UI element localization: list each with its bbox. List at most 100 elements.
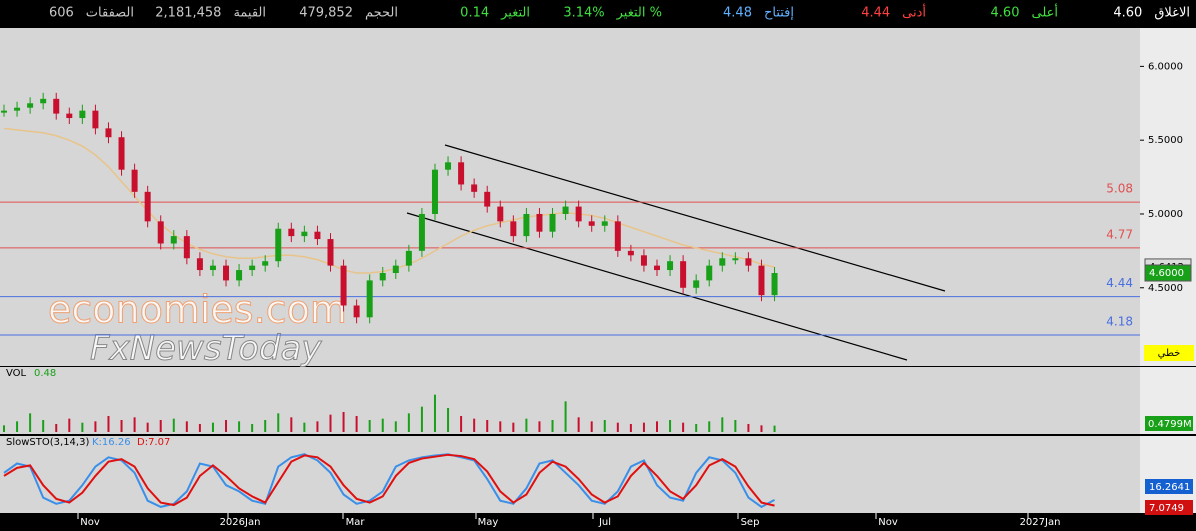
candle-body xyxy=(262,261,269,266)
stoch-title: SlowSTO(3,14,3) xyxy=(6,437,89,448)
candle-body xyxy=(418,213,425,251)
volume-bar xyxy=(264,420,267,432)
stoch-tag xyxy=(1145,479,1193,494)
volume-bar xyxy=(42,420,45,432)
candle-body xyxy=(471,184,478,192)
candle-body xyxy=(601,221,608,226)
volume-bar xyxy=(368,420,371,432)
candle-body xyxy=(275,228,282,262)
style-badge-label: خطي xyxy=(1158,348,1181,359)
volume-bar xyxy=(68,418,71,432)
volume-bar xyxy=(185,421,188,432)
candle-body xyxy=(209,265,216,271)
volume-bar xyxy=(55,424,58,432)
volume-bar xyxy=(656,421,658,432)
volume-bar xyxy=(551,420,554,432)
y-tick-label: 6.0000 xyxy=(1148,61,1183,72)
candle-body xyxy=(301,231,308,237)
candle-body xyxy=(249,265,256,271)
candle-body xyxy=(144,191,151,222)
x-tick-label: Mar xyxy=(346,517,366,528)
level-label: 4.44 xyxy=(1106,276,1133,290)
candle-body xyxy=(118,137,125,170)
stoch-tag-label: 16.2641 xyxy=(1149,482,1190,493)
volume-tag xyxy=(1145,416,1193,431)
candle-body xyxy=(236,270,243,281)
header-label: أدنى xyxy=(902,4,926,21)
volume-bar xyxy=(577,417,580,432)
volume-bar xyxy=(290,417,293,432)
volume-bar xyxy=(616,422,619,432)
level-label: 4.77 xyxy=(1106,227,1133,241)
volume-bar xyxy=(303,422,306,432)
stoch-panel xyxy=(0,436,1140,513)
volume-bar xyxy=(499,421,502,432)
volume-bar xyxy=(447,408,450,432)
stoch-tag-label: 7.0749 xyxy=(1149,503,1184,514)
candle-body xyxy=(79,110,86,119)
candle-body xyxy=(706,265,713,281)
volume-bar xyxy=(198,424,201,432)
volume-bar xyxy=(603,420,606,432)
volume-bar xyxy=(355,416,358,432)
volume-bar xyxy=(512,422,515,432)
x-tick-label: Jul xyxy=(598,517,611,528)
volume-bar xyxy=(120,420,123,432)
candle-body xyxy=(66,113,73,119)
candle-body xyxy=(340,265,347,306)
header-value: 479,852 xyxy=(299,6,353,21)
volume-bar xyxy=(747,424,750,432)
candle-body xyxy=(536,213,543,232)
volume-bar xyxy=(407,413,410,432)
header-label: الاغلاق xyxy=(1154,6,1190,21)
volume-bar xyxy=(211,422,214,432)
candle-body xyxy=(719,258,726,266)
channel-line xyxy=(444,144,946,292)
header-value: 0.14 xyxy=(460,6,489,21)
candle-body xyxy=(640,255,647,266)
candle-body xyxy=(758,265,765,296)
x-axis xyxy=(0,513,1196,531)
candle-body xyxy=(157,221,164,244)
candle-body xyxy=(614,221,621,251)
header-label: التغير xyxy=(500,6,530,21)
volume-bar xyxy=(394,421,397,432)
level-label: 4.18 xyxy=(1106,315,1133,329)
volume-bar xyxy=(629,424,632,432)
volume-bar xyxy=(433,394,436,432)
volume-bar xyxy=(133,417,136,432)
volume-panel xyxy=(0,367,1140,434)
header-bar xyxy=(0,0,1196,27)
candle-body xyxy=(510,221,517,237)
volume-bar xyxy=(16,421,19,432)
volume-bar xyxy=(146,422,149,432)
candle-body xyxy=(497,206,504,222)
volume-bar xyxy=(682,422,685,432)
candle-body xyxy=(196,258,203,271)
candle-body xyxy=(627,250,634,256)
header-value: 4.48 xyxy=(723,6,752,21)
volume-current: 0.48 xyxy=(34,368,56,379)
candle-body xyxy=(562,206,569,214)
header-label: إفتتاح xyxy=(764,6,794,21)
volume-bar xyxy=(564,401,567,432)
volume-bar xyxy=(721,417,724,432)
y-tick-label: 5.0000 xyxy=(1148,209,1183,220)
candle-body xyxy=(27,103,34,108)
candle-body xyxy=(92,110,99,129)
volume-bar xyxy=(642,422,645,432)
candle-body xyxy=(523,213,530,237)
candle-body xyxy=(131,169,138,192)
stoch-tag xyxy=(1145,500,1193,515)
price-tag xyxy=(1144,264,1192,282)
candle-body xyxy=(314,231,321,240)
candle-body xyxy=(223,265,230,281)
stoch-k-label: K:16.26 xyxy=(92,437,131,448)
volume-bar xyxy=(107,416,110,432)
watermark: economies.com xyxy=(48,288,347,332)
candle-body xyxy=(53,98,60,114)
volume-bar xyxy=(708,421,711,432)
volume-bar xyxy=(460,416,463,432)
header-label: أعلى xyxy=(1031,4,1058,21)
candle-body xyxy=(431,169,438,214)
